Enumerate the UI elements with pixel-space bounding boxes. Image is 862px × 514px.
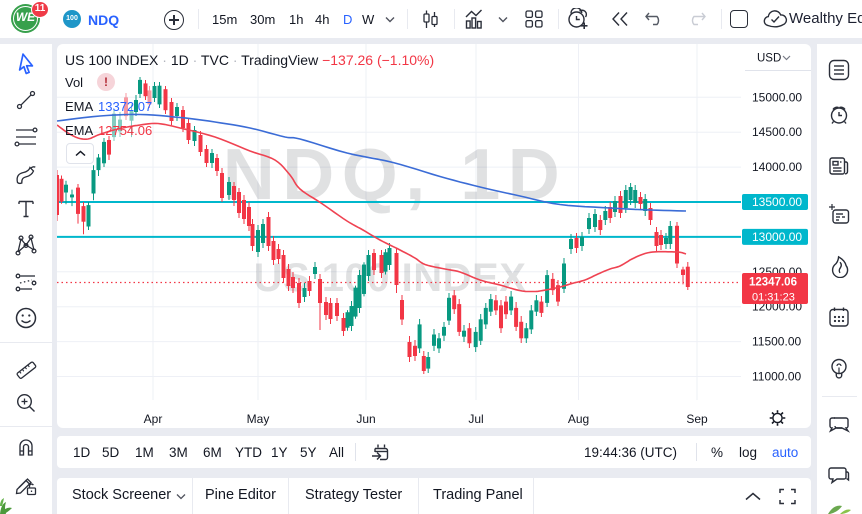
svg-text:Jun: Jun bbox=[356, 412, 375, 426]
svg-text:Jul: Jul bbox=[468, 412, 483, 426]
svg-text:May: May bbox=[247, 412, 270, 426]
svg-text:14500.00: 14500.00 bbox=[752, 125, 802, 139]
svg-text:13500.00: 13500.00 bbox=[752, 195, 802, 209]
svg-text:13000.00: 13000.00 bbox=[752, 230, 802, 244]
svg-text:Sep: Sep bbox=[686, 412, 708, 426]
svg-text:USD: USD bbox=[757, 53, 781, 65]
svg-text:Apr: Apr bbox=[144, 412, 163, 426]
svg-text:11500.00: 11500.00 bbox=[752, 335, 801, 349]
svg-text:14000.00: 14000.00 bbox=[752, 160, 802, 174]
svg-text:15000.00: 15000.00 bbox=[752, 90, 802, 104]
svg-text:11000.00: 11000.00 bbox=[752, 370, 801, 384]
svg-text:Aug: Aug bbox=[568, 412, 589, 426]
svg-text:01:31:23: 01:31:23 bbox=[752, 292, 795, 304]
svg-text:12347.06: 12347.06 bbox=[749, 277, 797, 289]
